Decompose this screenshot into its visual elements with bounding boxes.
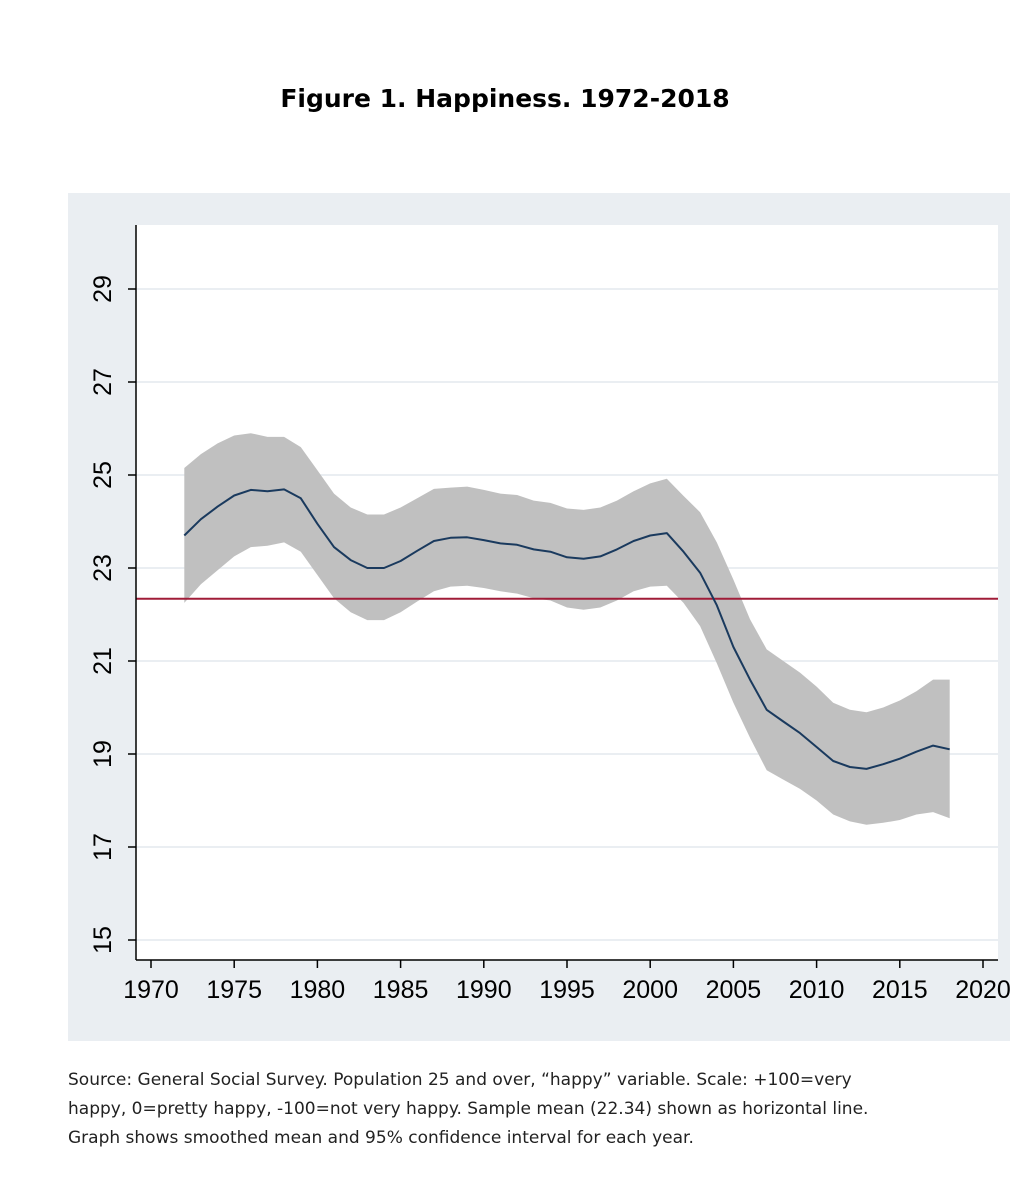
x-tick-label: 2015 (872, 976, 928, 1004)
y-tick-label: 27 (89, 368, 117, 396)
smoothed-mean-group (183, 488, 950, 770)
source-note-line: Source: General Social Survey. Populatio… (68, 1070, 852, 1090)
source-note-line: Graph shows smoothed mean and 95% confid… (68, 1128, 694, 1148)
y-tick-label: 19 (89, 740, 117, 768)
x-tick-label: 1980 (290, 976, 346, 1004)
x-tick-label: 1975 (206, 976, 262, 1004)
confidence-band-group (184, 433, 950, 825)
y-tick-label: 25 (89, 461, 117, 489)
y-tick-label: 21 (89, 647, 117, 675)
x-tick-label: 2020 (955, 976, 1010, 1004)
axes (128, 225, 998, 968)
x-tick-label: 1985 (373, 976, 429, 1004)
y-tick-label: 23 (89, 554, 117, 582)
x-tick-label: 1990 (456, 976, 512, 1004)
happiness-chart: 1970 1975 1980 1985 1990 1995 2000 2005 2010 2015… (68, 193, 1010, 1041)
y-tick-label: 29 (89, 275, 117, 303)
y-tick-label: 15 (89, 926, 117, 954)
x-tick-label: 2005 (706, 976, 762, 1004)
x-tick-label: 2000 (622, 976, 678, 1004)
x-tick-label: 1970 (123, 976, 179, 1004)
x-tick-label: 2010 (789, 976, 845, 1004)
tick-labels: 1970 1975 1980 1985 1990 1995 2000 2005 2010 2015… (89, 275, 1010, 1004)
figure-title: Figure 1. Happiness. 1972-2018 (280, 84, 730, 113)
source-note: Source: General Social Survey. Populatio… (68, 1066, 988, 1153)
x-tick-label: 1995 (539, 976, 595, 1004)
source-note-line: happy, 0=pretty happy, -100=not very hap… (68, 1099, 869, 1119)
confidence-interval-band (184, 433, 950, 825)
smoothed-mean-line (183, 488, 950, 770)
y-tick-label: 17 (89, 833, 117, 861)
